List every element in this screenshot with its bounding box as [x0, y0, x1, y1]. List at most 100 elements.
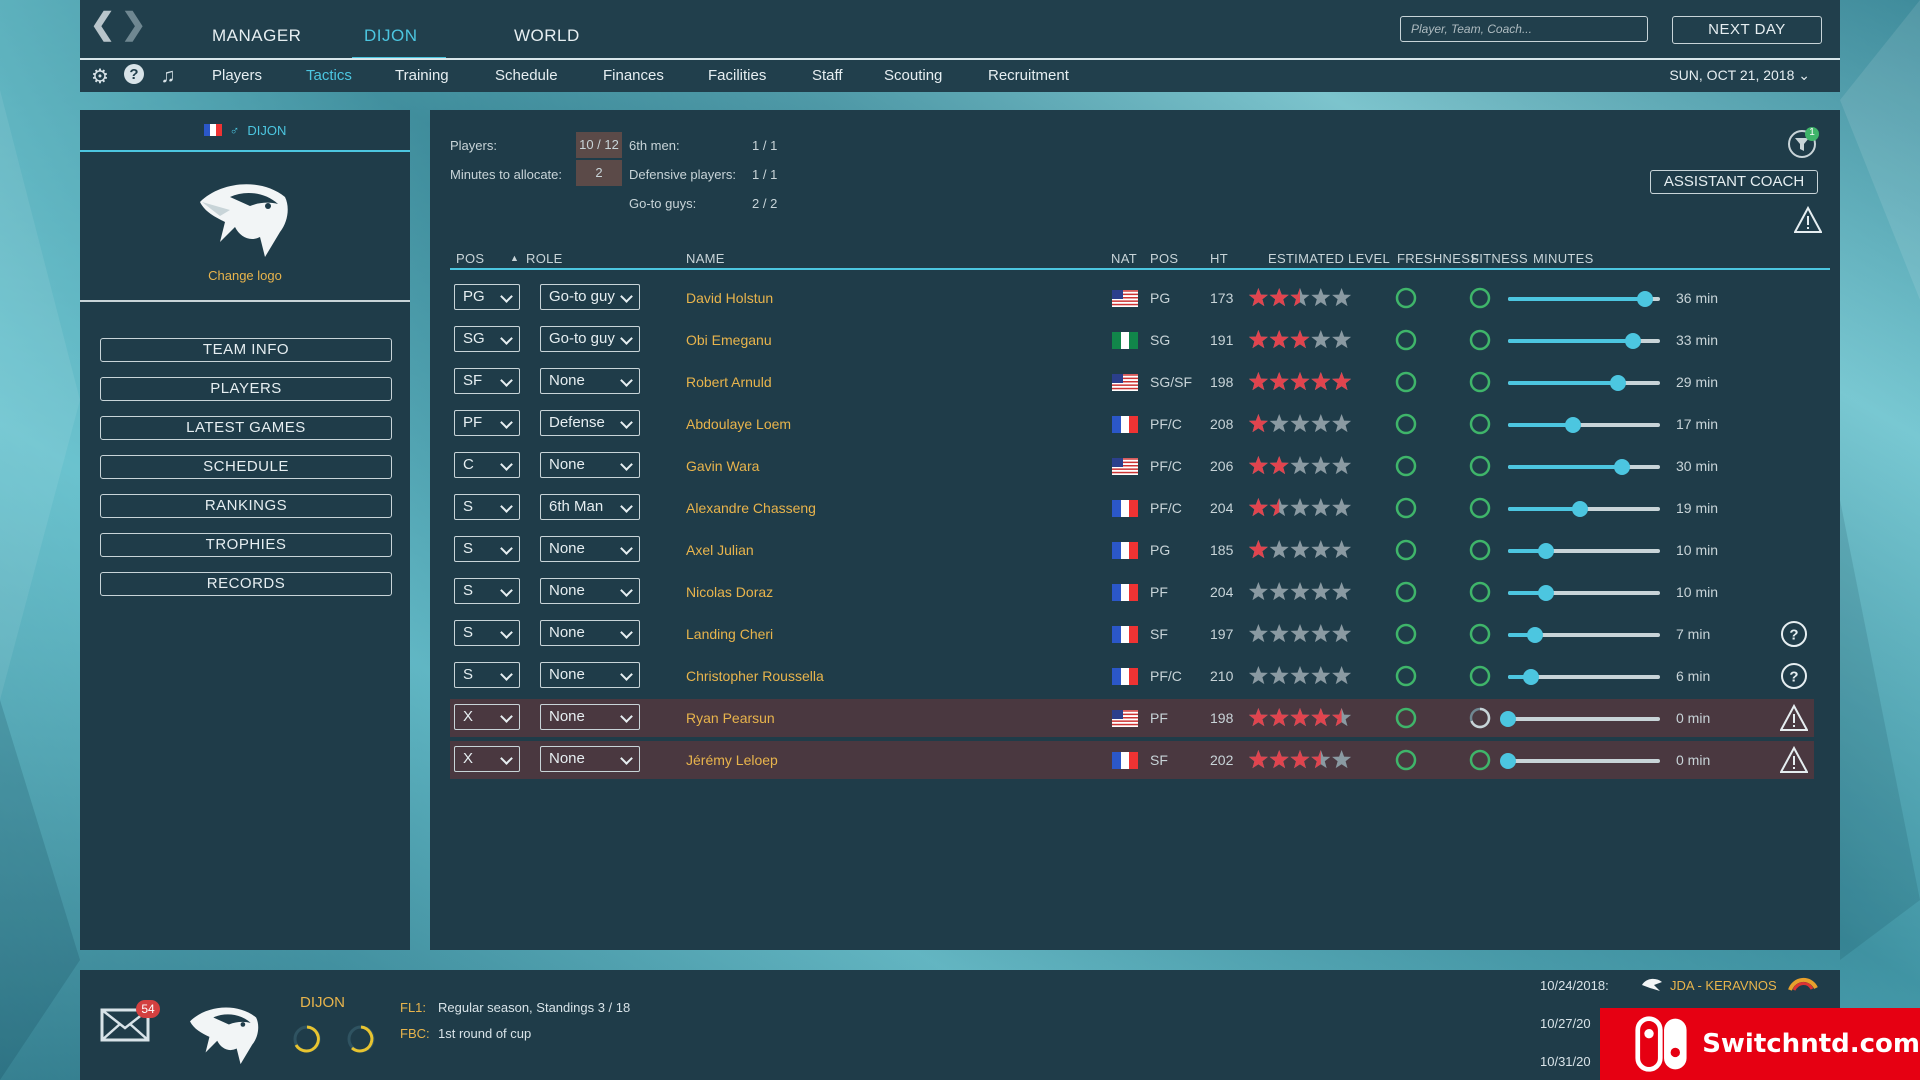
role-select[interactable]: Go-to guy — [540, 326, 640, 352]
player-name-link[interactable]: Jérémy Leloep — [686, 752, 778, 768]
tab-staff[interactable]: Staff — [812, 67, 843, 84]
rankings-button[interactable]: RANKINGS — [100, 494, 392, 518]
minutes-slider-handle[interactable] — [1500, 753, 1516, 769]
player-name-link[interactable]: Gavin Wara — [686, 458, 760, 474]
minutes-slider[interactable] — [1508, 459, 1660, 475]
player-name-link[interactable]: Christopher Roussella — [686, 668, 824, 684]
role-select[interactable]: None — [540, 746, 640, 772]
settings-gear-icon[interactable]: ⚙ — [91, 65, 109, 88]
warning-icon[interactable] — [1780, 704, 1808, 732]
header-fitness[interactable]: FITNESS — [1471, 251, 1528, 266]
player-name-link[interactable]: David Holstun — [686, 290, 774, 306]
minutes-slider-handle[interactable] — [1522, 669, 1539, 685]
role-select[interactable]: None — [540, 368, 640, 394]
header-freshness[interactable]: FRESHNESS — [1397, 251, 1480, 266]
role-select[interactable]: None — [540, 536, 640, 562]
minutes-slider[interactable] — [1508, 291, 1660, 307]
player-name-link[interactable]: Obi Emeganu — [686, 332, 772, 348]
tab-dijon[interactable]: DIJON — [352, 26, 445, 60]
minutes-slider[interactable] — [1508, 333, 1660, 349]
search-input[interactable] — [1400, 16, 1648, 42]
minutes-slider-handle[interactable] — [1610, 375, 1627, 391]
header-height[interactable]: HT — [1210, 251, 1228, 266]
player-name-link[interactable]: Abdoulaye Loem — [686, 416, 792, 432]
minutes-slider-handle[interactable] — [1538, 543, 1554, 559]
help-icon[interactable]: ? — [124, 64, 144, 84]
change-logo-link[interactable]: Change logo — [208, 268, 282, 283]
player-name-link[interactable]: Ryan Pearsun — [686, 710, 775, 726]
role-select[interactable]: None — [540, 620, 640, 646]
warning-icon[interactable] — [1794, 206, 1822, 234]
header-role[interactable]: ROLE — [526, 251, 563, 266]
minutes-slider-handle[interactable] — [1564, 417, 1581, 433]
minutes-slider-handle[interactable] — [1500, 711, 1516, 727]
player-name-link[interactable]: Robert Arnuld — [686, 374, 772, 390]
minutes-slider[interactable] — [1508, 375, 1660, 391]
back-arrow-icon[interactable]: ❮ — [90, 8, 116, 41]
position-select[interactable]: PG — [454, 284, 520, 310]
position-select[interactable]: X — [454, 746, 520, 772]
position-select[interactable]: C — [454, 452, 520, 478]
help-icon[interactable]: ? — [1780, 662, 1808, 690]
role-select[interactable]: None — [540, 662, 640, 688]
minutes-slider[interactable] — [1508, 417, 1660, 433]
minutes-slider-handle[interactable] — [1526, 627, 1543, 643]
minutes-slider[interactable] — [1508, 585, 1660, 601]
role-select[interactable]: None — [540, 578, 640, 604]
assistant-coach-button[interactable]: ASSISTANT COACH — [1650, 170, 1818, 194]
player-name-link[interactable]: Axel Julian — [686, 542, 754, 558]
trophies-button[interactable]: TROPHIES — [100, 533, 392, 557]
role-select[interactable]: Go-to guy — [540, 284, 640, 310]
competition-status[interactable]: 1st round of cup — [438, 1026, 532, 1041]
forward-arrow-icon[interactable]: ❯ — [121, 8, 147, 41]
header-estimated-level[interactable]: ESTIMATED LEVEL — [1268, 251, 1391, 266]
header-pos[interactable]: POS — [456, 251, 485, 266]
next-day-button[interactable]: NEXT DAY — [1672, 16, 1822, 44]
minutes-slider[interactable] — [1508, 543, 1660, 559]
header-minutes[interactable]: MINUTES — [1533, 251, 1594, 266]
player-name-link[interactable]: Landing Cheri — [686, 626, 774, 642]
warning-icon[interactable] — [1780, 746, 1808, 774]
position-select[interactable]: SF — [454, 368, 520, 394]
minutes-slider-handle[interactable] — [1538, 585, 1554, 601]
role-select[interactable]: None — [540, 452, 640, 478]
team-info-button[interactable]: TEAM INFO — [100, 338, 392, 362]
header-position[interactable]: POS — [1150, 251, 1179, 266]
fixture-match[interactable]: JDA - KERAVNOS — [1670, 978, 1777, 993]
tab-manager[interactable]: MANAGER — [212, 26, 302, 45]
tab-finances[interactable]: Finances — [603, 67, 664, 84]
position-select[interactable]: S — [454, 536, 520, 562]
records-button[interactable]: RECORDS — [100, 572, 392, 596]
position-select[interactable]: S — [454, 494, 520, 520]
minutes-slider-handle[interactable] — [1572, 501, 1589, 517]
music-icon[interactable]: ♫ — [160, 64, 176, 87]
minutes-slider-handle[interactable] — [1636, 291, 1653, 307]
minutes-slider[interactable] — [1500, 753, 1660, 769]
player-name-link[interactable]: Nicolas Doraz — [686, 584, 774, 600]
minutes-slider[interactable] — [1508, 669, 1660, 685]
minutes-slider[interactable] — [1508, 627, 1660, 643]
position-select[interactable]: SG — [454, 326, 520, 352]
position-select[interactable]: S — [454, 578, 520, 604]
position-select[interactable]: PF — [454, 410, 520, 436]
role-select[interactable]: 6th Man — [540, 494, 640, 520]
role-select[interactable]: Defense — [540, 410, 640, 436]
position-select[interactable]: S — [454, 662, 520, 688]
help-icon[interactable]: ? — [1780, 620, 1808, 648]
position-select[interactable]: S — [454, 620, 520, 646]
current-date-dropdown[interactable]: SUN, OCT 21, 2018 ⌄ — [1669, 67, 1810, 84]
tab-world[interactable]: WORLD — [514, 26, 580, 45]
tab-players[interactable]: Players — [212, 67, 263, 84]
tab-tactics[interactable]: Tactics — [306, 67, 352, 84]
competition-status[interactable]: Regular season, Standings 3 / 18 — [438, 1000, 631, 1015]
player-name-link[interactable]: Alexandre Chasseng — [686, 500, 816, 516]
tab-scouting[interactable]: Scouting — [884, 67, 943, 84]
minutes-slider-handle[interactable] — [1625, 333, 1642, 349]
role-select[interactable]: None — [540, 704, 640, 730]
header-nat[interactable]: NAT — [1111, 251, 1137, 266]
header-name[interactable]: NAME — [686, 251, 725, 266]
minutes-slider[interactable] — [1508, 501, 1660, 517]
latest-games-button[interactable]: LATEST GAMES — [100, 416, 392, 440]
schedule-button[interactable]: SCHEDULE — [100, 455, 392, 479]
tab-recruitment[interactable]: Recruitment — [988, 67, 1069, 84]
